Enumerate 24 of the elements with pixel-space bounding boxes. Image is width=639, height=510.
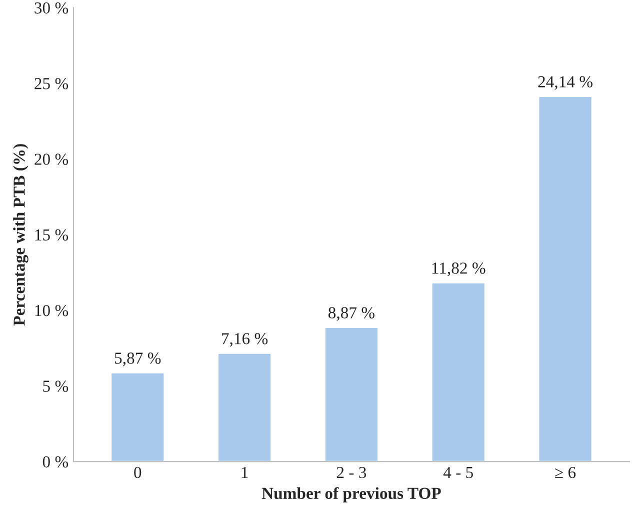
x-tick-label: 2 - 3: [336, 466, 366, 478]
data-label: 24,14 %: [538, 76, 592, 90]
y-tick-label: 0 %: [42, 456, 68, 468]
x-tick-label: 1: [242, 466, 248, 478]
y-axis-title: Percentage with PTB (%): [13, 144, 28, 326]
data-label: 5,87 %: [114, 352, 161, 366]
y-tick-label: 5 %: [43, 380, 68, 392]
data-label: 7,16 %: [222, 333, 268, 347]
y-tick-label: 10 %: [35, 304, 68, 316]
bar: [110, 372, 166, 462]
x-tick-label: ≥ 6: [555, 466, 576, 478]
y-tick-label: 25 %: [34, 78, 68, 90]
x-axis-title: Number of previous TOP: [262, 487, 441, 502]
y-tick-label: 30 %: [34, 2, 68, 14]
x-tick-label: 0: [134, 466, 142, 478]
data-label: 8,87 %: [328, 307, 374, 321]
bar: [324, 326, 379, 462]
y-tick-label: 20 %: [34, 154, 68, 165]
bar: [217, 352, 272, 462]
data-label: 11,82 %: [432, 262, 486, 276]
bar: [430, 282, 486, 462]
y-tick-label: 15 %: [35, 229, 68, 241]
x-tick-label: 4 - 5: [443, 467, 473, 478]
bar: [538, 96, 593, 462]
